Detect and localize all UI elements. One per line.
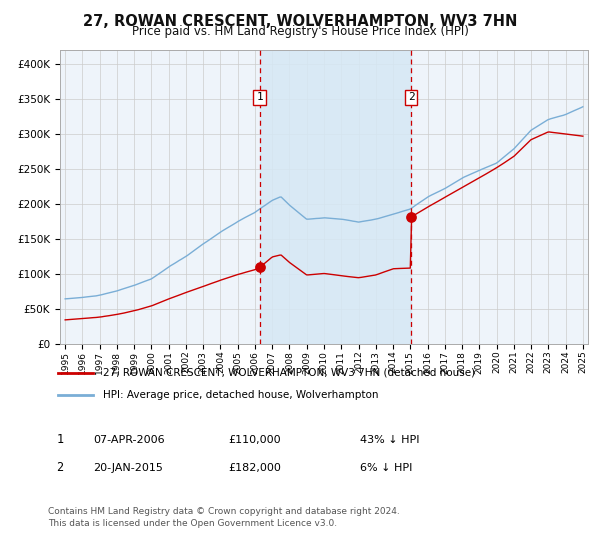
Bar xyxy=(260,50,411,344)
Text: HPI: Average price, detached house, Wolverhampton: HPI: Average price, detached house, Wolv… xyxy=(103,390,379,400)
Text: 2: 2 xyxy=(408,92,415,102)
Text: 2: 2 xyxy=(56,461,64,474)
Text: 27, ROWAN CRESCENT, WOLVERHAMPTON, WV3 7HN (detached house): 27, ROWAN CRESCENT, WOLVERHAMPTON, WV3 7… xyxy=(103,367,476,377)
Text: 1: 1 xyxy=(56,433,64,446)
Text: £182,000: £182,000 xyxy=(228,463,281,473)
Text: 43% ↓ HPI: 43% ↓ HPI xyxy=(360,435,419,445)
Text: Price paid vs. HM Land Registry's House Price Index (HPI): Price paid vs. HM Land Registry's House … xyxy=(131,25,469,38)
Text: 6% ↓ HPI: 6% ↓ HPI xyxy=(360,463,412,473)
Point xyxy=(255,263,265,272)
Text: 1: 1 xyxy=(256,92,263,102)
Point xyxy=(406,213,416,222)
Text: Contains HM Land Registry data © Crown copyright and database right 2024.
This d: Contains HM Land Registry data © Crown c… xyxy=(48,507,400,528)
Text: 07-APR-2006: 07-APR-2006 xyxy=(93,435,164,445)
Text: £110,000: £110,000 xyxy=(228,435,281,445)
Text: 20-JAN-2015: 20-JAN-2015 xyxy=(93,463,163,473)
Text: 27, ROWAN CRESCENT, WOLVERHAMPTON, WV3 7HN: 27, ROWAN CRESCENT, WOLVERHAMPTON, WV3 7… xyxy=(83,14,517,29)
